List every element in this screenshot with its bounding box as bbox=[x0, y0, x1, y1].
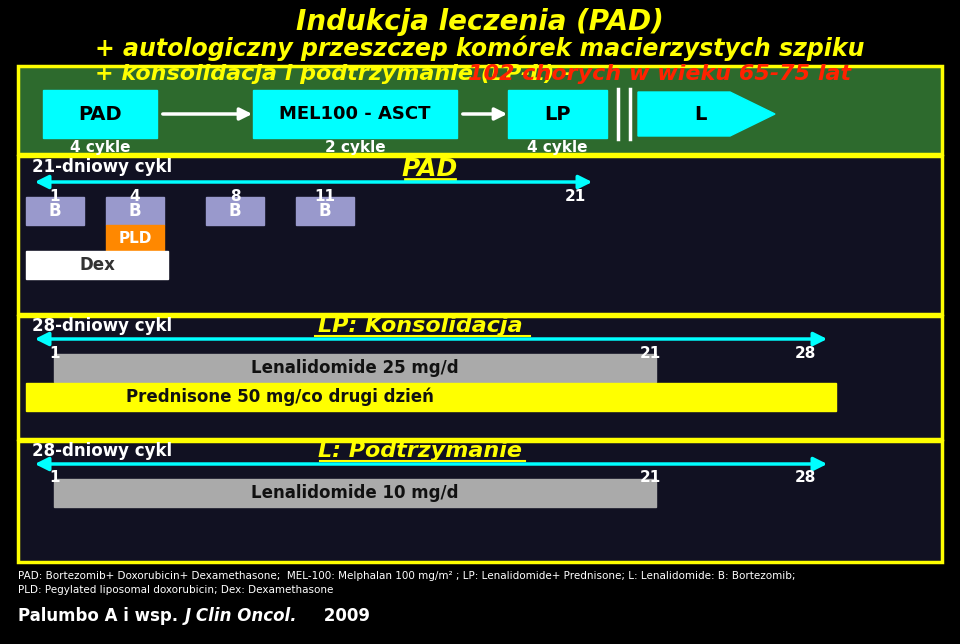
Text: 8: 8 bbox=[229, 189, 240, 204]
FancyBboxPatch shape bbox=[18, 156, 942, 314]
Text: Lenalidomide 25 mg/d: Lenalidomide 25 mg/d bbox=[252, 359, 459, 377]
FancyBboxPatch shape bbox=[206, 197, 264, 225]
Text: 28-dniowy cykl: 28-dniowy cykl bbox=[32, 317, 172, 335]
FancyBboxPatch shape bbox=[18, 316, 942, 439]
Text: PLD: PLD bbox=[118, 231, 152, 245]
Text: 21-dniowy cykl: 21-dniowy cykl bbox=[32, 158, 172, 176]
Text: Prednisone 50 mg/co drugi dzień: Prednisone 50 mg/co drugi dzień bbox=[126, 388, 434, 406]
Text: 2009: 2009 bbox=[318, 607, 370, 625]
Text: 11: 11 bbox=[315, 189, 335, 204]
Text: B: B bbox=[129, 202, 141, 220]
FancyBboxPatch shape bbox=[54, 354, 656, 382]
FancyBboxPatch shape bbox=[18, 66, 942, 154]
Text: PAD: Bortezomib+ Doxorubicin+ Dexamethasone;  MEL-100: Melphalan 100 mg/m² ; LP:: PAD: Bortezomib+ Doxorubicin+ Dexamethas… bbox=[18, 571, 796, 581]
FancyBboxPatch shape bbox=[18, 441, 942, 562]
Text: 1: 1 bbox=[50, 345, 60, 361]
Text: 4: 4 bbox=[130, 189, 140, 204]
Text: PAD: PAD bbox=[78, 104, 122, 124]
FancyBboxPatch shape bbox=[106, 197, 164, 225]
FancyBboxPatch shape bbox=[508, 90, 607, 138]
Text: 21: 21 bbox=[564, 189, 586, 204]
FancyBboxPatch shape bbox=[106, 225, 164, 251]
Text: MEL100 - ASCT: MEL100 - ASCT bbox=[279, 105, 431, 123]
Text: 2 cykle: 2 cykle bbox=[324, 140, 385, 155]
Text: LP: Konsolidacja: LP: Konsolidacja bbox=[318, 316, 522, 336]
FancyBboxPatch shape bbox=[253, 90, 457, 138]
Text: Palumbo A i wsp.: Palumbo A i wsp. bbox=[18, 607, 190, 625]
Text: 1: 1 bbox=[50, 471, 60, 486]
Text: B: B bbox=[228, 202, 241, 220]
Polygon shape bbox=[638, 92, 775, 136]
Text: 28: 28 bbox=[794, 471, 816, 486]
FancyBboxPatch shape bbox=[43, 90, 157, 138]
Text: L: Podtrzymanie: L: Podtrzymanie bbox=[318, 441, 522, 461]
Text: 21: 21 bbox=[639, 345, 660, 361]
Text: 102 chorych w wieku 65-75 lat: 102 chorych w wieku 65-75 lat bbox=[468, 64, 852, 84]
Text: 4 cykle: 4 cykle bbox=[70, 140, 131, 155]
Text: B: B bbox=[319, 202, 331, 220]
Text: L: L bbox=[694, 104, 707, 124]
Text: 4 cykle: 4 cykle bbox=[527, 140, 588, 155]
Text: + autologiczny przeszczep komórek macierzystych szpiku: + autologiczny przeszczep komórek macier… bbox=[95, 35, 865, 61]
Text: 28: 28 bbox=[794, 345, 816, 361]
Text: 28-dniowy cykl: 28-dniowy cykl bbox=[32, 442, 172, 460]
Text: B: B bbox=[49, 202, 61, 220]
Text: Indukcja leczenia (PAD): Indukcja leczenia (PAD) bbox=[296, 8, 664, 36]
Text: PLD: Pegylated liposomal doxorubicin; Dex: Dexamethasone: PLD: Pegylated liposomal doxorubicin; De… bbox=[18, 585, 333, 595]
Text: 1: 1 bbox=[50, 189, 60, 204]
FancyBboxPatch shape bbox=[296, 197, 354, 225]
Text: 21: 21 bbox=[639, 471, 660, 486]
Text: J Clin Oncol.: J Clin Oncol. bbox=[185, 607, 298, 625]
FancyBboxPatch shape bbox=[26, 383, 836, 411]
FancyBboxPatch shape bbox=[26, 197, 84, 225]
Text: Dex: Dex bbox=[79, 256, 115, 274]
FancyBboxPatch shape bbox=[26, 251, 168, 279]
Text: Lenalidomide 10 mg/d: Lenalidomide 10 mg/d bbox=[252, 484, 459, 502]
Text: LP: LP bbox=[543, 104, 570, 124]
FancyBboxPatch shape bbox=[54, 479, 656, 507]
Text: + konsolidacja i podtrzymanie (LP-L) –: + konsolidacja i podtrzymanie (LP-L) – bbox=[95, 64, 581, 84]
Text: PAD: PAD bbox=[402, 157, 458, 181]
